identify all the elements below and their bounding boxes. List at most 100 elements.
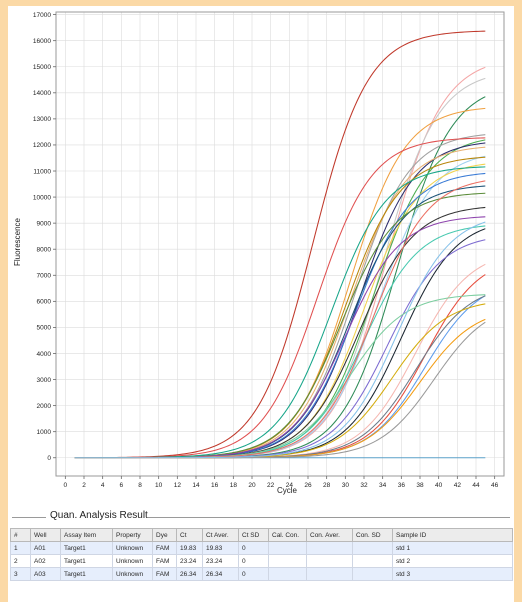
- x-tick-label: 32: [360, 482, 368, 489]
- column-header[interactable]: Ct SD: [238, 528, 269, 542]
- column-header[interactable]: Cal. Con.: [268, 528, 307, 542]
- y-tick-label: 6000: [37, 299, 52, 306]
- x-tick-label: 42: [454, 482, 462, 489]
- table-cell: 19.83: [176, 541, 203, 555]
- x-tick-label: 44: [472, 482, 480, 489]
- table-cell: Unknown: [112, 541, 153, 555]
- amplification-curve-30: [74, 166, 486, 459]
- amplification-curve-31: [74, 180, 486, 459]
- table-cell: A02: [30, 554, 61, 568]
- y-tick-label: 9000: [37, 220, 52, 227]
- amplification-curve-32: [74, 221, 486, 459]
- amplification-curve-4: [74, 96, 486, 459]
- x-tick-label: 24: [286, 482, 294, 489]
- section-title: Quan. Analysis Result: [50, 510, 148, 521]
- x-tick-label: 4: [101, 482, 105, 489]
- table-cell: [268, 554, 307, 568]
- y-tick-label: 3000: [37, 377, 52, 384]
- table-cell: std 3: [392, 567, 513, 581]
- quan-analysis-result-panel: Quan. Analysis Result # Well Assay Item Pro…: [8, 506, 514, 602]
- table-cell: Target1: [60, 554, 113, 568]
- table-cell: [268, 541, 307, 555]
- y-axis-title: Fluorescence: [13, 217, 22, 266]
- table-row[interactable]: 3 A03 Target1 Unknown FAM 26.34 26.34 0 std 3: [10, 567, 513, 581]
- table-cell: 0: [238, 541, 269, 555]
- x-tick-label: 10: [155, 482, 163, 489]
- divider-left: [12, 517, 46, 518]
- column-header[interactable]: Dye: [152, 528, 177, 542]
- table-cell: Unknown: [112, 554, 153, 568]
- amplification-curve-20: [74, 225, 486, 459]
- y-tick-label: 15000: [33, 64, 51, 71]
- column-header[interactable]: Con. SD: [352, 528, 393, 542]
- amplification-curve-2: [74, 66, 486, 459]
- x-tick-label: 0: [64, 482, 68, 489]
- column-header[interactable]: Assay Item: [60, 528, 113, 542]
- table-cell: 1: [10, 541, 31, 555]
- table-cell: FAM: [152, 554, 177, 568]
- table-cell: A03: [30, 567, 61, 581]
- table-cell: [352, 541, 393, 555]
- y-tick-label: 2000: [37, 403, 52, 410]
- table-cell: 26.34: [176, 567, 203, 581]
- section-header: Quan. Analysis Result: [8, 510, 514, 524]
- amplification-chart: 0 2 4 6 8 10 12 14 16 18 20 22 24 26 28 30 32 34 36 38 40 42 4…: [8, 6, 514, 506]
- table-cell: 19.83: [202, 541, 239, 555]
- x-tick-label: 28: [323, 482, 331, 489]
- table-row[interactable]: 2 A02 Target1 Unknown FAM 23.24 23.24 0 std 2: [10, 554, 513, 568]
- y-tick-label: 7000: [37, 273, 52, 280]
- x-tick-label: 16: [211, 482, 219, 489]
- column-header[interactable]: Con. Aver.: [306, 528, 353, 542]
- table-cell: [352, 567, 393, 581]
- x-tick-label: 14: [192, 482, 200, 489]
- amplification-curve-3: [74, 77, 486, 459]
- table-cell: [306, 554, 353, 568]
- column-header[interactable]: Well: [30, 528, 61, 542]
- column-header[interactable]: Ct: [176, 528, 203, 542]
- amplification-curve-7: [74, 139, 486, 459]
- column-header[interactable]: Sample ID: [392, 528, 513, 542]
- x-tick-label: 38: [416, 482, 424, 489]
- x-tick-label: 30: [342, 482, 350, 489]
- table-cell: FAM: [152, 541, 177, 555]
- table-cell: 3: [10, 567, 31, 581]
- column-header[interactable]: #: [10, 528, 31, 542]
- divider-right: [148, 517, 510, 518]
- x-tick-label: 46: [491, 482, 499, 489]
- x-tick-label: 26: [304, 482, 312, 489]
- y-tick-label: 13000: [33, 116, 51, 123]
- x-axis-title: Cycle: [277, 486, 298, 495]
- x-tick-label: 12: [174, 482, 182, 489]
- x-tick-label: 22: [267, 482, 275, 489]
- x-tick-label: 2: [82, 482, 86, 489]
- table-cell: Unknown: [112, 567, 153, 581]
- table-row[interactable]: 1 A01 Target1 Unknown FAM 19.83 19.83 0 std 1: [10, 541, 513, 555]
- y-tick-label: 12000: [33, 142, 51, 149]
- table-cell: A01: [30, 541, 61, 555]
- x-tick-label: 6: [120, 482, 124, 489]
- amplification-curve-19: [74, 228, 486, 459]
- amplification-curve-22: [74, 263, 486, 459]
- table-cell: Target1: [60, 567, 113, 581]
- table-cell: 0: [238, 567, 269, 581]
- table-cell: 2: [10, 554, 31, 568]
- table-cell: FAM: [152, 567, 177, 581]
- table-cell: 23.24: [176, 554, 203, 568]
- y-tick-label: 17000: [33, 12, 51, 19]
- amplification-curve-13: [74, 163, 486, 459]
- table-cell: 26.34: [202, 567, 239, 581]
- x-tick-label: 20: [248, 482, 256, 489]
- column-header[interactable]: Ct Aver.: [202, 528, 239, 542]
- y-tick-label: 10000: [33, 194, 51, 201]
- table-cell: [268, 567, 307, 581]
- y-tick-label: 4000: [37, 351, 52, 358]
- amplification-curve-14: [74, 172, 486, 459]
- amplification-curve-12: [74, 156, 486, 459]
- amplification-curve-10: [74, 146, 486, 459]
- table-cell: [306, 541, 353, 555]
- column-header[interactable]: Property: [112, 528, 153, 542]
- amplification-curve-9: [74, 142, 486, 459]
- x-tick-label: 40: [435, 482, 443, 489]
- amplification-curve-23: [74, 274, 486, 459]
- results-table: # Well Assay Item Property Dye Ct Ct Aver. Ct S…: [10, 528, 513, 581]
